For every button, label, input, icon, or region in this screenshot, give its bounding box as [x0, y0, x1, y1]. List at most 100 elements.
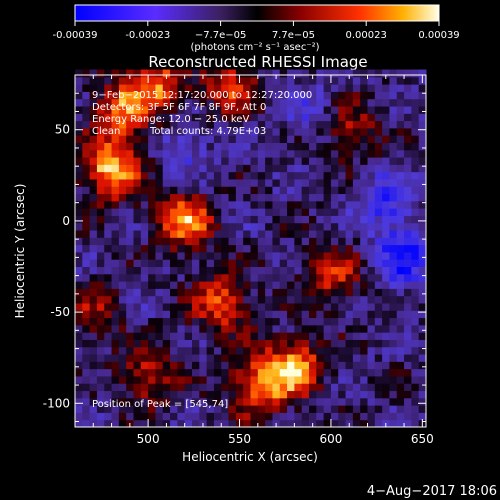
heatmap-cell — [96, 390, 105, 399]
heatmap-cell — [199, 273, 208, 282]
heatmap-cell — [133, 186, 142, 195]
heatmap-cell — [140, 295, 149, 304]
heatmap-cell — [243, 113, 251, 122]
heatmap-cell — [192, 178, 200, 187]
heatmap-cell — [250, 113, 259, 122]
heatmap-cell — [316, 405, 325, 413]
heatmap-cell — [367, 200, 376, 209]
heatmap-cell — [221, 193, 230, 202]
heatmap-cell — [155, 237, 164, 246]
heatmap-cell — [140, 302, 149, 311]
heatmap-cell — [75, 266, 83, 275]
heatmap-cell — [374, 91, 383, 100]
heatmap-cell — [257, 332, 266, 340]
heatmap-cell — [126, 149, 134, 158]
heatmap-cell — [199, 149, 208, 158]
heatmap-cell — [192, 405, 200, 413]
heatmap-cell — [155, 244, 164, 253]
heatmap-cell — [213, 149, 222, 158]
heatmap-cell — [75, 178, 83, 187]
heatmap-cell — [192, 135, 200, 143]
heatmap-cell — [367, 76, 376, 85]
heatmap-cell — [133, 106, 142, 114]
heatmap-cell — [250, 230, 259, 238]
heatmap-cell — [367, 273, 376, 282]
heatmap-cell — [75, 295, 83, 304]
heatmap-cell — [301, 222, 310, 231]
heatmap-cell — [96, 346, 105, 355]
heatmap-cell — [235, 266, 244, 275]
heatmap-cell — [199, 178, 208, 187]
heatmap-cell — [199, 288, 208, 297]
heatmap-cell — [126, 397, 134, 406]
heatmap-cell — [323, 419, 332, 428]
heatmap-cell — [133, 354, 142, 362]
heatmap-cell — [418, 69, 427, 78]
heatmap-cell — [345, 281, 354, 289]
heatmap-cell — [309, 302, 317, 311]
heatmap-cell — [374, 69, 383, 78]
heatmap-cell — [352, 251, 361, 260]
heatmap-cell — [265, 354, 273, 362]
heatmap-cell — [104, 251, 113, 260]
heatmap-cell — [338, 113, 347, 122]
heatmap-cell — [265, 281, 273, 289]
heatmap-cell — [338, 317, 347, 326]
heatmap-cell — [250, 397, 259, 406]
heatmap-cell — [418, 266, 427, 275]
heatmap-cell — [75, 120, 83, 129]
heatmap-cell — [104, 397, 113, 406]
heatmap-cell — [404, 295, 412, 304]
heatmap-cell — [360, 339, 368, 348]
heatmap-cell — [279, 164, 288, 173]
heatmap-cell — [177, 164, 186, 173]
heatmap-cell — [228, 135, 237, 143]
heatmap-cell — [330, 281, 339, 289]
heatmap-cell — [382, 157, 390, 165]
heatmap-cell — [243, 397, 251, 406]
heatmap-cell — [382, 354, 390, 362]
heatmap-cell — [177, 244, 186, 253]
heatmap-cell — [82, 324, 91, 333]
heatmap-cell — [272, 354, 281, 362]
heatmap-cell — [199, 142, 208, 151]
heatmap-cell — [287, 106, 295, 114]
heatmap-cell — [250, 171, 259, 180]
heatmap-cell — [352, 390, 361, 399]
heatmap-cell — [309, 346, 317, 355]
heatmap-cell — [272, 288, 281, 297]
heatmap-cell — [192, 346, 200, 355]
heatmap-cell — [126, 193, 134, 202]
heatmap-cell — [265, 171, 273, 180]
heatmap-cell — [228, 412, 237, 421]
heatmap-cell — [301, 135, 310, 143]
heatmap-cell — [352, 302, 361, 311]
heatmap-cell — [250, 302, 259, 311]
heatmap-cell — [250, 208, 259, 216]
heatmap-cell — [396, 354, 405, 362]
heatmap-cell — [257, 339, 266, 348]
heatmap-cell — [192, 419, 200, 428]
heatmap-cell — [411, 178, 420, 187]
heatmap-cell — [82, 186, 91, 195]
heatmap-cell — [309, 288, 317, 297]
heatmap-cell — [345, 208, 354, 216]
heatmap-cell — [396, 310, 405, 319]
heatmap-cell — [228, 171, 237, 180]
heatmap-cell — [382, 171, 390, 180]
heatmap-cell — [155, 69, 164, 78]
heatmap-cell — [250, 91, 259, 100]
heatmap-cell — [184, 361, 193, 370]
heatmap-cell — [228, 69, 237, 78]
heatmap-cell — [382, 178, 390, 187]
heatmap-cell — [257, 149, 266, 158]
heatmap-cell — [345, 368, 354, 377]
heatmap-cell — [243, 361, 251, 370]
heatmap-cell — [294, 361, 303, 370]
heatmap-cell — [382, 317, 390, 326]
heatmap-cell — [396, 149, 405, 158]
heatmap-cell — [352, 222, 361, 231]
heatmap-cell — [104, 120, 113, 129]
heatmap-cell — [184, 222, 193, 231]
heatmap-cell — [338, 266, 347, 275]
